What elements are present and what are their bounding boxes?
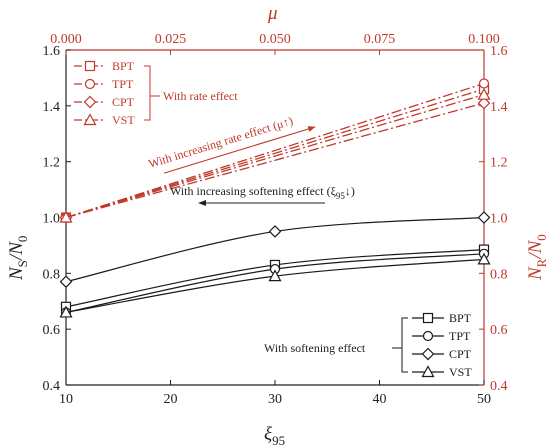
x-bottom-tick-label: 20 [164,392,178,407]
rate-line-cpt [65,102,485,219]
y-right-tick-label: 0.6 [490,323,508,338]
legend-soft-label: VST [449,365,472,379]
softening-arrow-head [198,200,206,206]
y-right-axis-title: NR/N0 [525,234,549,281]
legend-rate: BPT TPT CPT VST [74,59,160,127]
y-left-tick-label: 1.6 [43,44,61,59]
y-left-tick-label: 0.6 [43,323,61,338]
x-top-tick-label: 0.025 [155,32,187,47]
legend-rate-marker-cpt [83,95,97,109]
axis-ticks: 10 20 30 40 50 0.000 0.025 0.050 0.075 0.100 0.4 0.… [43,32,508,407]
y-left-tick-label: 0.8 [43,267,61,282]
y-left-tick-label: 1.0 [43,212,61,227]
x-bottom-axis-title: ξ95 [264,424,285,446]
legend-soft-label: BPT [449,311,472,325]
y-right-tick-label: 1.2 [490,156,508,171]
y-left-tick-label: 0.4 [43,379,61,394]
x-bottom-tick-label: 40 [373,392,387,407]
legend-rate-marker-vst [83,113,97,126]
legend-rate-marker-bpt [84,60,96,72]
legend-rate-label: CPT [112,95,135,109]
legend-soft-bracket [392,317,408,373]
x-bottom-tick-label: 10 [59,392,73,407]
legend-soft-label: TPT [449,329,471,343]
legend-rate-marker-tpt [84,78,96,90]
legend-soft-marker-cpt [421,347,435,361]
legend-soft-marker-vst [421,365,435,378]
y-right-tick-label: 1.4 [490,100,508,115]
y-left-tick-label: 1.4 [43,100,61,115]
x-top-tick-label: 0.000 [50,32,82,47]
rate-series-group [59,78,491,224]
rate-arrow-line [163,126,316,174]
rate-line-tpt [65,82,485,219]
x-top-tick-label: 0.100 [468,32,500,47]
legend-soft-marker-tpt [422,330,434,342]
y-right-tick-label: 0.4 [490,379,508,394]
legend-soft-marker-bpt [422,312,434,324]
rate-arrow-head [307,126,316,132]
y-left-tick-label: 1.2 [43,156,61,171]
softening-annotation-text: With increasing softening effect (ξ95↓) [170,184,355,201]
softening-point-cpt [268,225,282,238]
rate-point-tpt [478,78,490,89]
legend-rate-label: TPT [112,77,134,91]
softening-point-cpt [477,211,491,224]
softening-point-vst [268,269,282,282]
softening-point-vst [59,305,73,318]
y-right-tick-label: 1.6 [490,44,508,59]
y-left-axis-title: NS/N0 [6,236,30,281]
legend-rate-label: BPT [112,59,135,73]
x-bottom-tick-label: 50 [477,392,491,407]
softening-point-vst [477,252,491,265]
rate-point-vst [477,87,491,100]
x-top-axis-title: μ [267,3,278,24]
legend-softening: BPT TPT CPT VST [392,311,472,379]
legend-rate-bracket [144,65,160,121]
rate-line-bpt [65,88,485,219]
legend-soft-label: CPT [449,347,472,361]
softening-point-cpt [59,275,73,289]
softening-annotation: With increasing softening effect (ξ95↓) [170,184,355,206]
rate-point-cpt [477,96,491,110]
legend-rate-label: VST [112,113,135,127]
x-top-tick-label: 0.050 [259,32,291,47]
rate-point-vst [59,210,73,223]
legend-softening-group-label: With softening effect [264,341,366,355]
y-right-tick-label: 0.8 [490,267,508,282]
rate-line-vst [65,94,485,219]
x-bottom-tick-label: 30 [268,392,282,407]
y-right-tick-label: 1.0 [490,212,508,227]
legend-rate-group-label: With rate effect [163,89,238,103]
softening-series-group [59,211,491,318]
x-top-tick-label: 0.075 [364,32,396,47]
